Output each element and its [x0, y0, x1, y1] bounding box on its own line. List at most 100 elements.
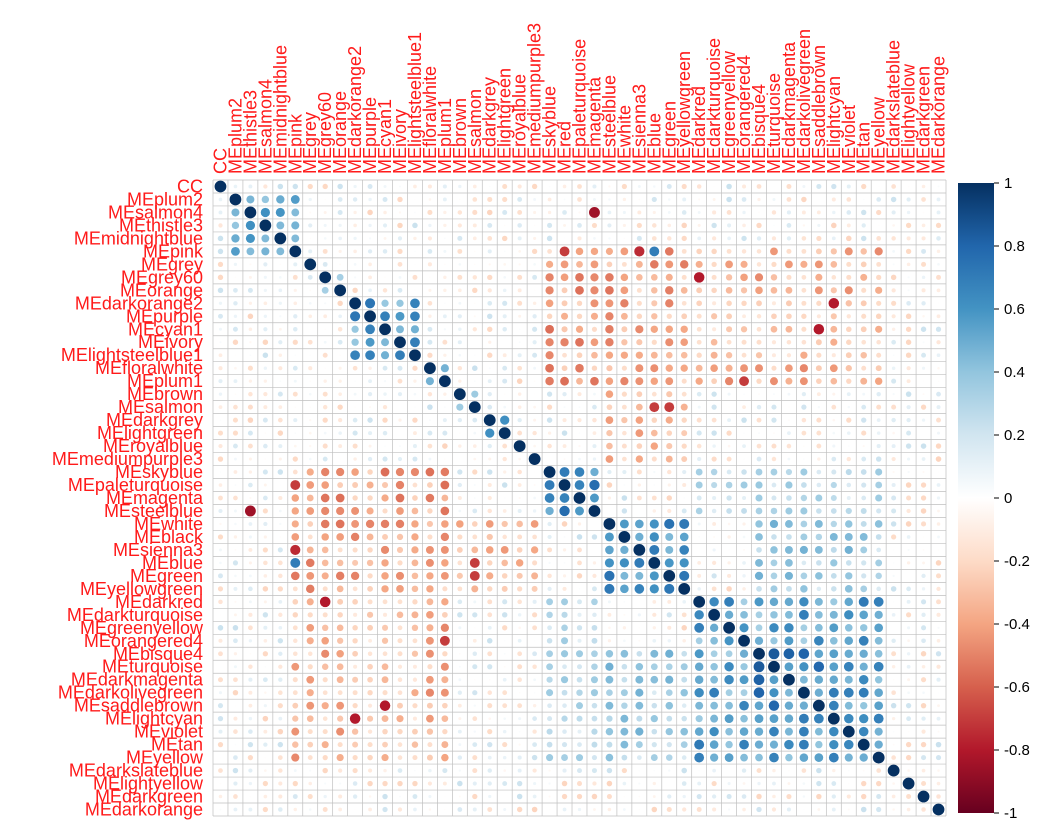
correlation-circle	[338, 768, 343, 773]
correlation-circle	[755, 507, 763, 515]
correlation-circle	[487, 249, 492, 254]
correlation-circle	[322, 183, 328, 190]
correlation-circle	[770, 507, 778, 515]
correlation-circle	[743, 393, 745, 395]
correlation-circle	[291, 520, 299, 528]
correlation-circle	[218, 508, 223, 514]
correlation-circle	[591, 534, 598, 540]
correlation-circle	[545, 376, 554, 386]
correlation-circle	[803, 458, 805, 460]
correlation-circle	[936, 274, 941, 280]
correlation-circle	[546, 676, 553, 683]
correlation-circle	[246, 247, 255, 256]
correlation-circle	[892, 354, 895, 357]
correlation-circle	[620, 584, 629, 594]
column-label: MEfloralwhite	[420, 66, 440, 174]
correlation-circle	[262, 651, 269, 657]
correlation-circle	[576, 689, 583, 696]
correlation-circle	[308, 314, 313, 319]
correlation-circle	[937, 263, 940, 266]
correlation-circle	[320, 519, 330, 529]
correlation-circle	[458, 717, 462, 721]
correlation-circle	[246, 195, 255, 204]
correlation-circle	[352, 547, 358, 553]
correlation-circle	[620, 649, 629, 658]
row-label: MEsaddlebrown	[74, 696, 203, 716]
correlation-circle	[666, 742, 672, 748]
correlation-circle	[321, 286, 329, 294]
correlation-circle	[308, 223, 313, 228]
correlation-circle	[800, 533, 808, 541]
correlation-circle	[725, 701, 733, 710]
correlation-circle	[277, 430, 284, 436]
correlation-circle	[742, 495, 747, 501]
correlation-circle	[861, 780, 867, 787]
correlation-circle	[546, 598, 554, 606]
correlation-circle	[413, 807, 417, 812]
correlation-circle	[697, 587, 701, 591]
correlation-circle	[350, 350, 360, 361]
correlation-circle	[902, 777, 915, 790]
correlation-circle	[427, 742, 433, 748]
correlation-circle	[800, 624, 808, 632]
correlation-circle	[650, 663, 658, 671]
correlation-circle	[845, 352, 852, 359]
correlation-circle	[741, 249, 747, 254]
correlation-circle	[710, 468, 718, 476]
correlation-circle	[605, 273, 614, 282]
correlation-circle	[232, 326, 238, 332]
correlation-circle	[560, 376, 569, 386]
correlation-circle	[501, 585, 508, 592]
color-legend-bar	[958, 183, 994, 813]
correlation-circle	[636, 391, 643, 398]
correlation-circle	[844, 585, 853, 593]
correlation-circle	[233, 379, 238, 384]
correlation-circle	[815, 248, 822, 255]
correlation-circle	[546, 689, 554, 697]
correlation-circle	[711, 430, 717, 436]
correlation-circle	[306, 507, 315, 515]
correlation-circle	[740, 273, 748, 282]
correlation-circle	[905, 482, 912, 488]
correlation-circle	[756, 417, 762, 423]
correlation-circle	[697, 457, 702, 462]
correlation-circle	[727, 561, 731, 565]
correlation-circle	[756, 262, 762, 267]
correlation-circle	[322, 586, 328, 592]
correlation-circle	[397, 768, 403, 773]
correlation-circle	[621, 495, 628, 501]
correlation-circle	[725, 364, 733, 372]
row-label: MEsalmon4	[108, 202, 203, 222]
correlation-circle	[784, 623, 794, 633]
correlation-circle	[473, 380, 476, 383]
correlation-circle	[876, 794, 882, 800]
correlation-circle	[921, 768, 926, 773]
correlation-circle	[828, 752, 839, 763]
correlation-circle	[503, 276, 507, 279]
correlation-circle	[697, 522, 701, 526]
correlation-circle	[635, 741, 643, 749]
correlation-circle	[844, 649, 853, 658]
correlation-circle	[621, 365, 627, 371]
correlation-circle	[458, 652, 461, 655]
correlation-circle	[234, 393, 237, 395]
correlation-circle	[920, 702, 927, 709]
correlation-circle	[786, 443, 792, 449]
correlation-circle	[412, 677, 418, 682]
correlation-circle	[666, 184, 672, 189]
correlation-circle	[381, 299, 389, 307]
correlation-circle	[816, 469, 822, 475]
correlation-circle	[382, 365, 388, 371]
correlation-circle	[441, 715, 449, 722]
correlation-circle	[874, 727, 883, 736]
correlation-circle	[635, 260, 643, 268]
correlation-circle	[395, 350, 405, 361]
correlation-circle	[472, 327, 477, 332]
correlation-circle	[576, 260, 583, 268]
correlation-circle	[517, 184, 522, 189]
correlation-circle	[651, 702, 658, 709]
correlation-circle	[394, 336, 406, 349]
correlation-circle	[367, 742, 373, 748]
correlation-circle	[620, 286, 629, 295]
correlation-circle	[621, 702, 628, 709]
